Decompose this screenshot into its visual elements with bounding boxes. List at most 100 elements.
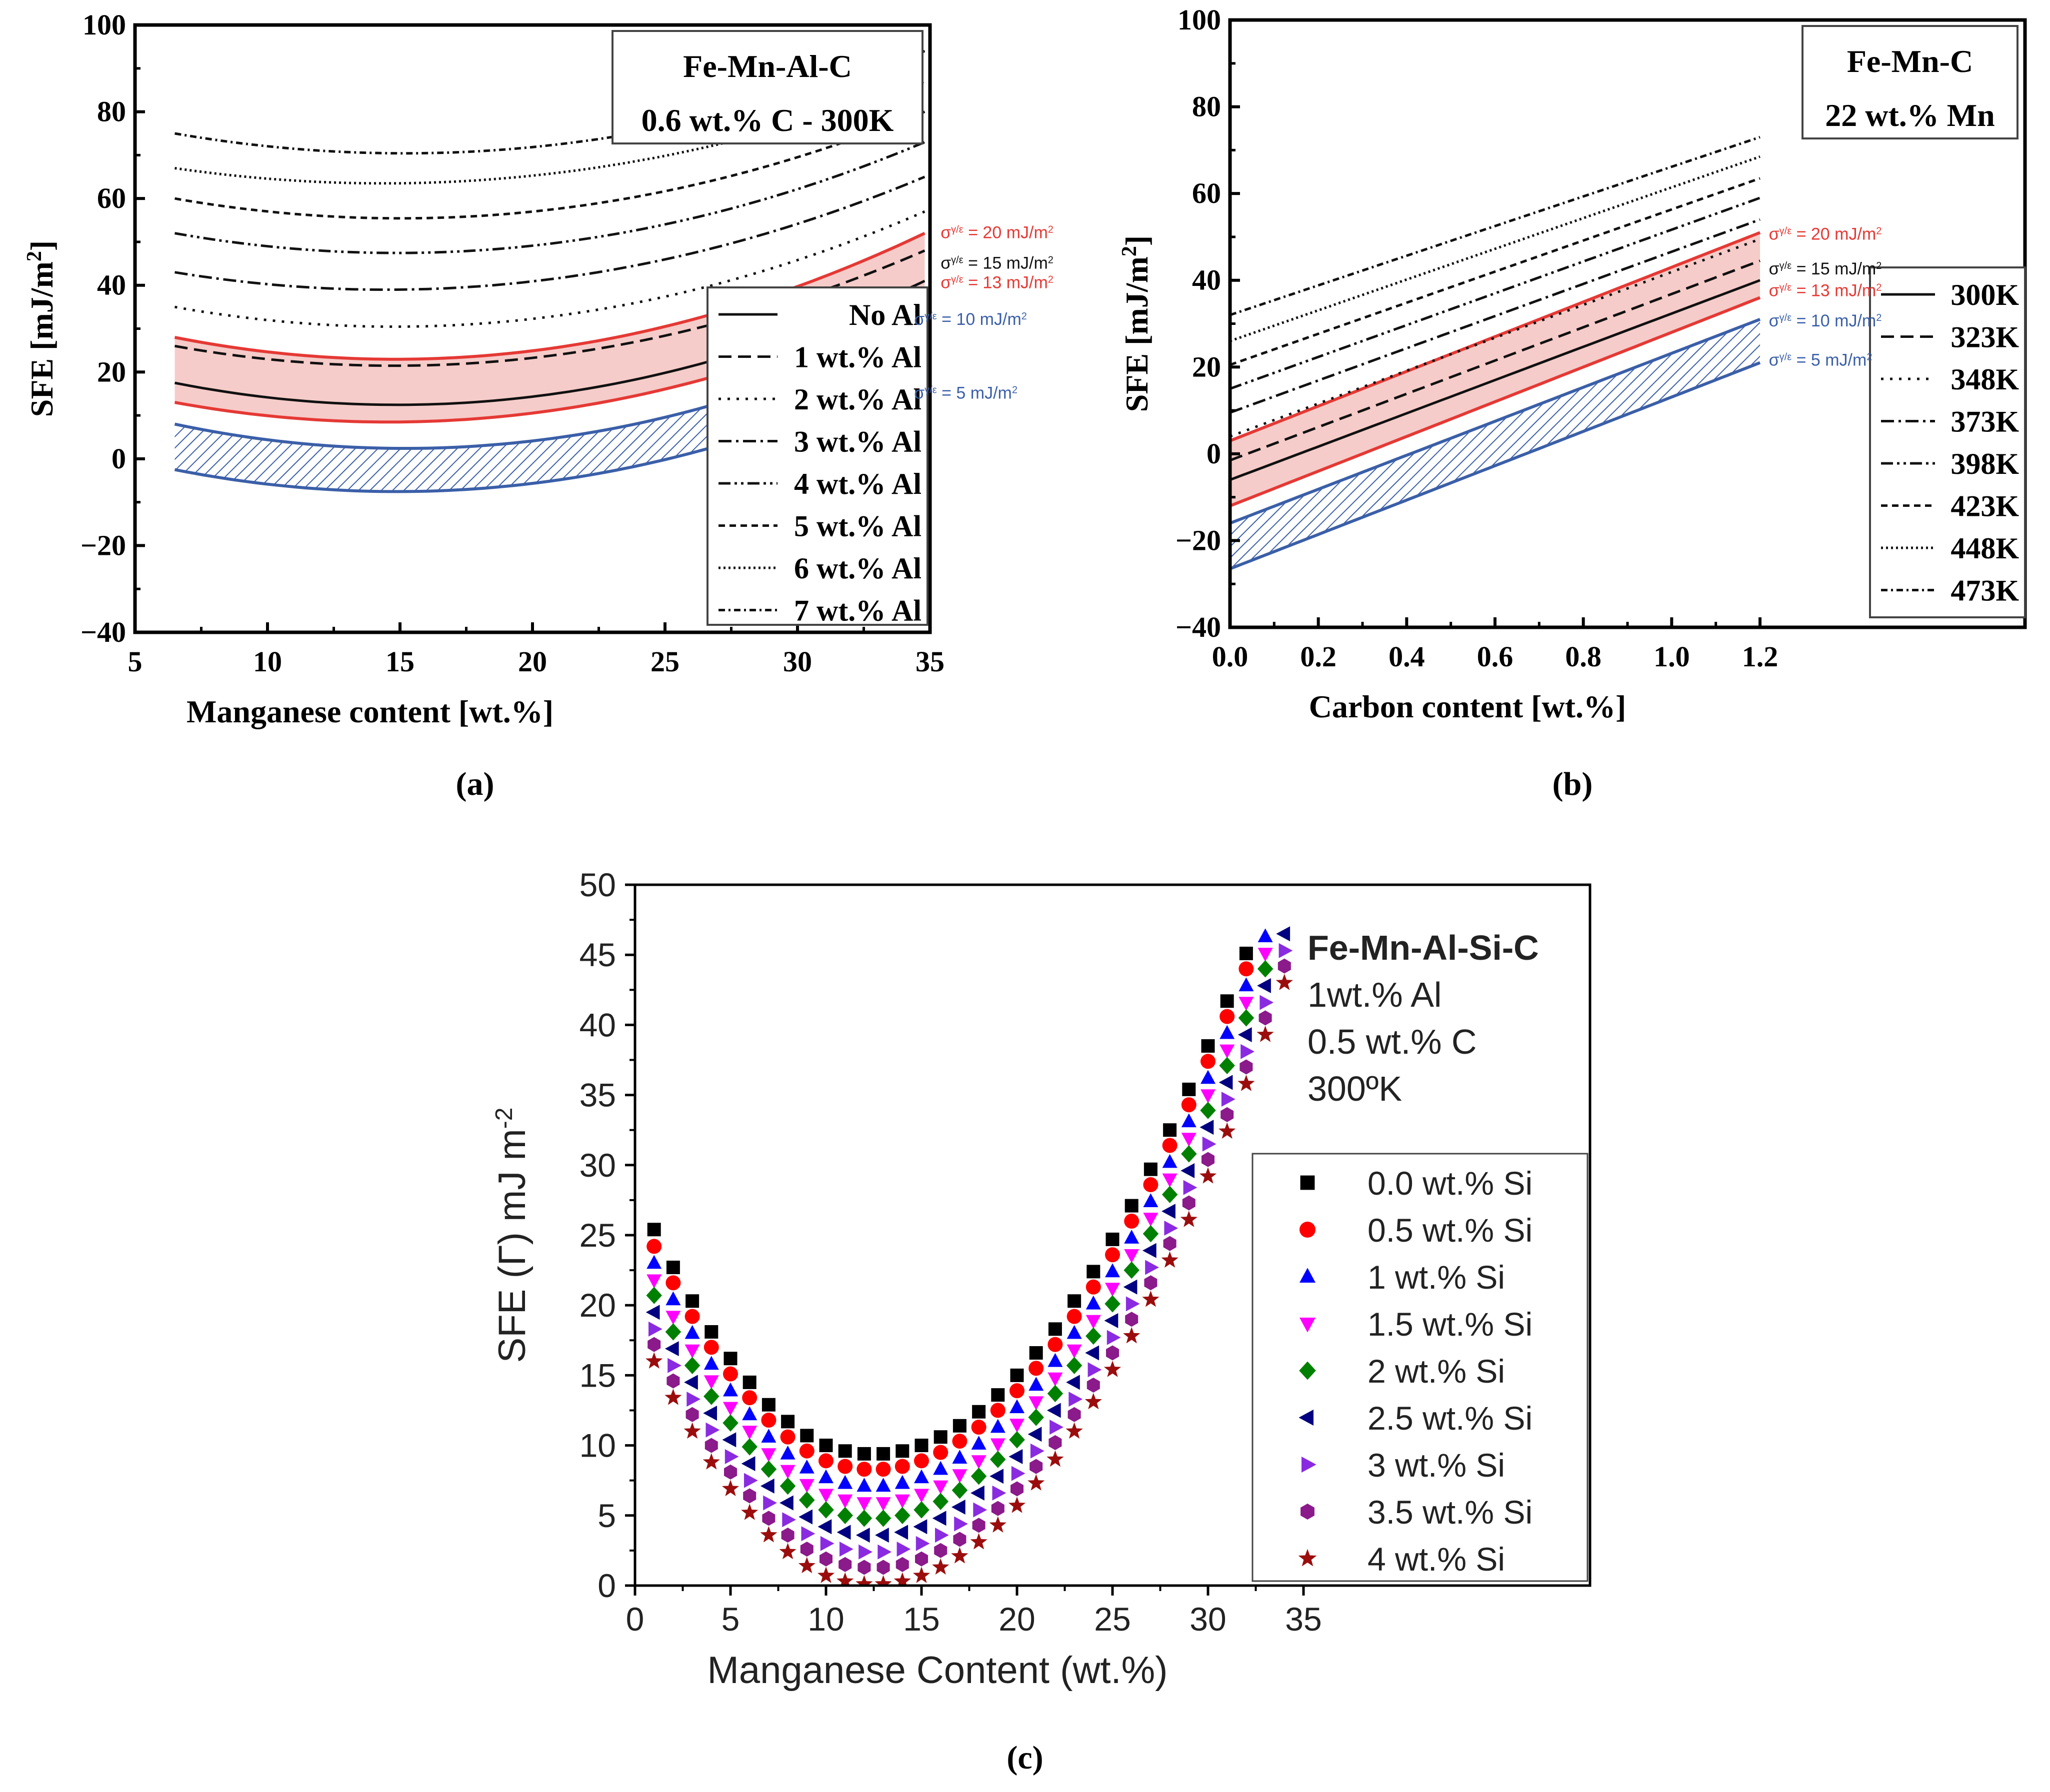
data-point — [666, 1275, 681, 1291]
y-tick-label: 5 — [598, 1497, 616, 1534]
data-point — [916, 1536, 930, 1551]
data-point — [856, 1510, 872, 1527]
data-point — [666, 1373, 680, 1389]
panel-label: (c) — [1006, 1740, 1043, 1776]
data-point — [971, 1436, 986, 1450]
sigma-sup: γ/ε — [1780, 260, 1792, 271]
sigma-value: = 15 mJ/m — [1792, 259, 1876, 278]
data-point — [781, 1415, 795, 1429]
data-point — [799, 1460, 814, 1474]
sigma-symbol: σ — [1769, 350, 1780, 369]
data-point — [1200, 1102, 1216, 1119]
data-point — [704, 1438, 718, 1453]
data-point — [1200, 1070, 1216, 1084]
sigma-sup: γ/ε — [951, 254, 964, 265]
data-point — [762, 1511, 776, 1526]
x-tick-label: 30 — [1190, 1601, 1226, 1638]
series-line-4 — [174, 140, 926, 254]
data-point — [761, 1448, 776, 1462]
data-point — [1011, 1466, 1026, 1481]
sigma-sup: γ/ε — [1780, 226, 1792, 237]
data-point — [684, 1375, 698, 1390]
sigma-symbol: σ — [1769, 311, 1780, 330]
data-point — [1028, 1377, 1044, 1391]
data-point — [723, 1402, 738, 1416]
sigma-annotation: σγ/ε = 13 mJ/m2 — [1769, 281, 1882, 300]
y-tick-label: 45 — [580, 936, 616, 973]
data-point — [742, 1426, 758, 1440]
x-tick-label: 0.0 — [1212, 640, 1248, 673]
data-point — [1162, 1138, 1178, 1153]
data-point — [990, 1419, 1006, 1433]
data-point — [876, 1560, 890, 1575]
data-point — [760, 1526, 778, 1543]
sigma-unit-sup: 2 — [1048, 224, 1054, 235]
data-point — [894, 1459, 910, 1474]
data-point — [1180, 1163, 1195, 1178]
data-point — [1164, 1221, 1178, 1236]
data-point — [932, 1493, 948, 1510]
sigma-annotation: σγ/ε = 5 mJ/m2 — [1769, 350, 1872, 369]
data-point — [1010, 1383, 1024, 1399]
legend-marker — [1300, 1175, 1315, 1190]
data-point — [1162, 1173, 1178, 1188]
data-point — [951, 1547, 968, 1564]
data-point — [761, 1429, 776, 1443]
data-point — [741, 1504, 758, 1520]
sigma-value: = 13 mJ/m — [964, 273, 1048, 292]
x-tick-label: 35 — [1285, 1601, 1322, 1638]
series-line-4 — [1230, 196, 1760, 390]
x-tick-label: 20 — [998, 1601, 1035, 1638]
data-point — [704, 1388, 720, 1405]
sigma-annotation: σγ/ε = 15 mJ/m2 — [940, 253, 1054, 272]
data-point — [1029, 1346, 1043, 1360]
data-point — [646, 1239, 662, 1254]
y-axis-label: SFE [mJ/m2] — [1118, 235, 1154, 412]
data-point — [1276, 926, 1290, 942]
data-point — [1180, 1211, 1198, 1227]
data-point — [1183, 1180, 1198, 1195]
y-tick-label: −20 — [1176, 524, 1221, 556]
data-point — [742, 1406, 758, 1421]
data-point — [1009, 1431, 1025, 1449]
y-tick-label: 50 — [580, 866, 616, 903]
data-point — [914, 1439, 928, 1453]
data-point — [1256, 1026, 1274, 1042]
data-point — [818, 1453, 834, 1469]
data-point — [838, 1557, 852, 1572]
data-point — [1220, 1009, 1235, 1024]
data-point — [1258, 928, 1273, 942]
sigma-unit-sup: 2 — [1866, 351, 1872, 362]
sigma-unit-sup: 2 — [1048, 274, 1054, 285]
series-line-2 — [174, 210, 926, 328]
sigma-annotation: σγ/ε = 5 mJ/m2 — [914, 384, 1018, 403]
y-tick-label: 0 — [1206, 437, 1221, 470]
data-point — [1202, 1136, 1216, 1152]
plot-area — [646, 926, 1293, 1586]
data-point — [664, 1389, 682, 1405]
data-point — [666, 1260, 680, 1274]
legend-label: 2.5 wt.% Si — [1368, 1400, 1532, 1437]
sigma-annotation: σγ/ε = 20 mJ/m2 — [940, 223, 1054, 242]
x-axis-label: Carbon content [wt.%] — [1309, 689, 1626, 724]
data-point — [1028, 1396, 1044, 1411]
legend-marker — [1299, 1361, 1316, 1380]
data-point — [724, 1449, 739, 1464]
data-point — [1199, 1167, 1217, 1184]
data-point — [836, 1572, 854, 1586]
x-tick-label: 1.2 — [1742, 640, 1778, 673]
x-tick-label: 35 — [916, 645, 944, 678]
sigma-unit-sup: 2 — [1876, 226, 1882, 237]
data-point — [646, 1352, 663, 1369]
data-point — [818, 1519, 832, 1535]
data-point — [723, 1382, 738, 1397]
x-tick-label: 1.0 — [1654, 640, 1690, 673]
data-point — [1028, 1427, 1042, 1442]
sigma-sup: γ/ε — [1780, 282, 1792, 293]
sigma-symbol: σ — [940, 253, 951, 272]
band-lower-edge-0 — [1230, 296, 1761, 507]
data-point — [874, 1575, 892, 1586]
data-point — [1010, 1481, 1024, 1497]
legend-label: 2 wt.% Si — [1368, 1353, 1505, 1390]
